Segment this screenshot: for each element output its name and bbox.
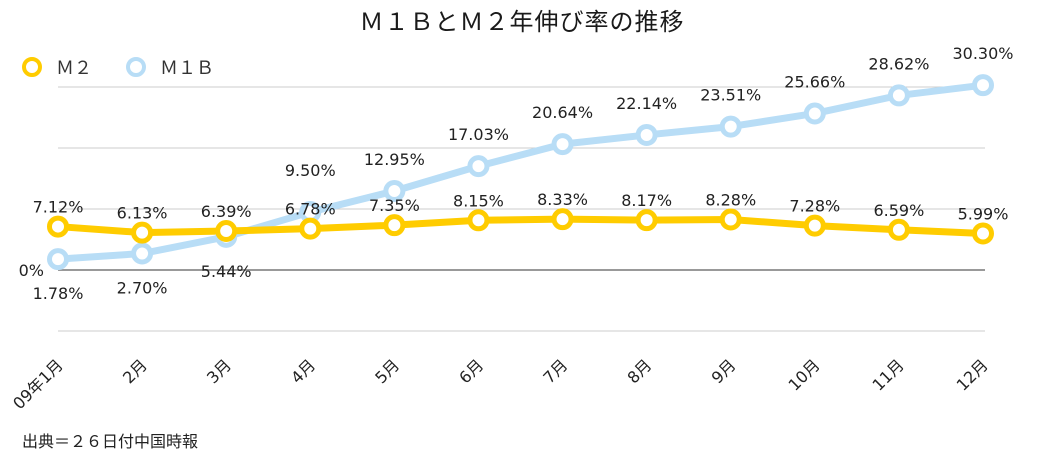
data-point-m2	[887, 218, 910, 241]
data-point-m2	[467, 209, 490, 232]
data-point-m1b	[719, 115, 742, 138]
x-tick-label: 11月	[869, 355, 908, 394]
legend-item-m1b: Ｍ１Ｂ	[126, 54, 214, 80]
data-point-m1b	[383, 180, 406, 203]
data-point-m1b	[467, 155, 490, 178]
data-label-m1b: 30.30%	[952, 44, 1013, 63]
x-tick-label: 4月	[287, 355, 319, 387]
data-point-m1b	[131, 242, 154, 265]
data-label-m1b: 23.51%	[700, 86, 761, 105]
data-label-m1b: 9.50%	[285, 161, 336, 180]
data-point-m1b	[887, 84, 910, 107]
data-label-m2: 7.28%	[789, 197, 840, 216]
data-label-m1b: 25.66%	[784, 72, 845, 91]
legend-label-m2: Ｍ２	[56, 58, 92, 79]
x-tick-label: 10月	[784, 355, 823, 394]
source-note: 出典＝２６日付中国時報	[22, 432, 199, 451]
data-label-m2: 8.33%	[537, 190, 588, 209]
data-label-m2: 8.17%	[621, 191, 672, 210]
data-point-m1b	[972, 74, 994, 97]
legend-label-m1b: Ｍ１Ｂ	[160, 58, 214, 79]
data-label-m2: 6.13%	[117, 204, 168, 223]
x-tick-label: 09年1月	[9, 355, 67, 413]
data-label-m2: 5.99%	[958, 204, 1009, 223]
data-label-m1b: 2.70%	[117, 279, 168, 298]
data-label-m2: 8.28%	[705, 190, 756, 209]
legend-item-m2: Ｍ２	[22, 54, 92, 80]
data-point-m2	[719, 208, 742, 231]
y-tick-label: 0%	[19, 261, 44, 280]
data-label-m1b: 28.62%	[868, 54, 929, 73]
data-label-m2: 6.78%	[285, 200, 336, 219]
legend-marker-m2	[22, 57, 42, 77]
chart-title: Ｍ１ＢとＭ２年伸び率の推移	[359, 8, 685, 36]
data-label-m1b: 12.95%	[364, 150, 425, 169]
series-line-m2	[54, 215, 987, 237]
series-line-m1b	[54, 81, 987, 263]
data-point-m1b	[551, 133, 574, 156]
x-tick-label: 3月	[203, 355, 235, 387]
data-point-m2	[803, 214, 826, 237]
data-point-m1b	[47, 248, 69, 271]
x-tick-label: 5月	[371, 355, 403, 387]
data-point-m2	[635, 209, 658, 232]
data-label-m1b: 1.78%	[33, 284, 84, 303]
data-label-m1b: 17.03%	[448, 125, 509, 144]
data-point-m2	[383, 214, 406, 237]
data-point-m1b	[635, 123, 658, 146]
data-label-m1b: 22.14%	[616, 94, 677, 113]
data-label-m2: 6.59%	[873, 201, 924, 220]
data-label-m2: 8.15%	[453, 191, 504, 210]
x-tick-label: 7月	[539, 355, 571, 387]
data-point-m2	[299, 217, 322, 240]
data-label-m1b: 5.44%	[201, 262, 252, 281]
data-label-m2: 7.12%	[33, 198, 84, 217]
data-point-m2	[215, 220, 238, 243]
legend: Ｍ２ Ｍ１Ｂ	[22, 55, 248, 79]
data-point-m1b	[803, 102, 826, 125]
data-point-m2	[47, 215, 69, 238]
data-label-m1b: 20.64%	[532, 103, 593, 122]
x-tick-label: 6月	[455, 355, 487, 387]
data-point-m2	[972, 222, 994, 245]
data-label-m2: 7.35%	[369, 196, 420, 215]
x-tick-label: 12月	[953, 355, 992, 394]
legend-marker-m1b	[126, 57, 146, 77]
x-tick-label: 8月	[624, 355, 656, 387]
x-tick-label: 9月	[708, 355, 740, 387]
data-label-m2: 6.39%	[201, 202, 252, 221]
x-tick-label: 2月	[119, 355, 151, 387]
data-point-m2	[131, 221, 154, 244]
data-point-m2	[551, 208, 574, 231]
